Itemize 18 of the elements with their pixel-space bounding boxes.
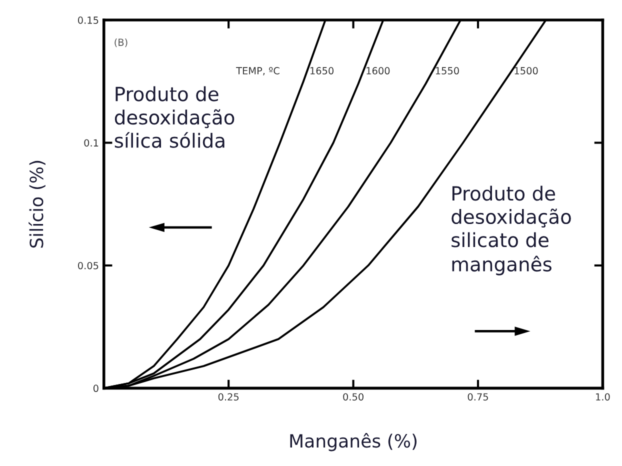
series-label: 1600 <box>366 67 390 74</box>
y-tick-label: 0 <box>93 384 98 392</box>
x-tick-label: 1.0 <box>596 393 610 401</box>
y-tick-label: 0.15 <box>78 16 98 24</box>
x-tick-label: 0.50 <box>343 393 364 401</box>
y-tick-label: 0.05 <box>78 262 98 270</box>
y-tick-label: 0.1 <box>84 139 98 147</box>
y-axis-title: Silício (%) <box>28 160 46 248</box>
annotation: Produto de desoxidação silicato de manganês <box>452 186 571 276</box>
x-tick-label: 0.25 <box>218 393 239 401</box>
x-axis-title: Manganês (%) <box>290 433 417 452</box>
series-label: 1650 <box>310 67 334 74</box>
series-label: 1550 <box>436 67 459 74</box>
x-tick-label: 0.75 <box>468 393 488 401</box>
series-label: 1500 <box>514 67 538 74</box>
annotation: (B) <box>114 38 128 48</box>
annotation: Produto de desoxidação sílica sólida <box>114 86 234 148</box>
legend-title: TEMP, ºC <box>236 67 280 76</box>
